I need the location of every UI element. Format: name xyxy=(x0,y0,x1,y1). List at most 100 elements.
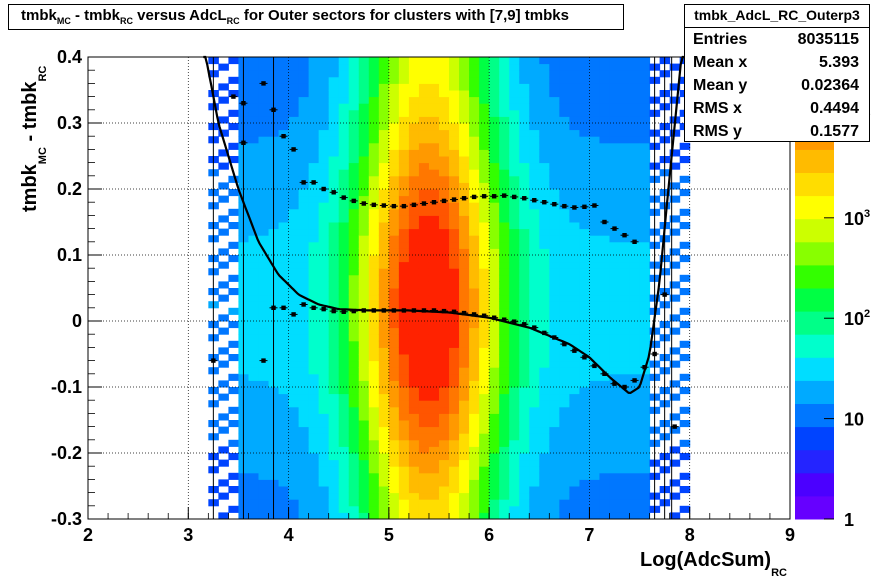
heatmap-cell xyxy=(418,57,430,65)
heatmap-cell xyxy=(439,208,450,216)
heatmap-cell xyxy=(418,499,430,507)
heatmap-cell xyxy=(288,63,300,71)
heatmap-cell xyxy=(348,486,360,494)
heatmap-cell xyxy=(559,103,570,111)
heatmap-cell xyxy=(539,340,550,348)
heatmap-cell xyxy=(509,334,520,342)
heatmap-cell xyxy=(378,228,390,236)
heatmap-cell xyxy=(579,274,590,282)
heatmap-cell xyxy=(408,367,420,375)
heatmap-cell xyxy=(308,57,320,65)
heatmap-cell xyxy=(549,162,560,170)
heatmap-cell xyxy=(328,281,340,289)
heatmap-cell xyxy=(449,268,460,276)
heatmap-cell xyxy=(248,248,259,256)
heatmap-cell xyxy=(619,83,631,91)
heatmap-cell xyxy=(298,433,310,441)
heatmap-cell xyxy=(408,169,420,177)
heatmap-cell xyxy=(338,255,350,263)
heatmap-cell xyxy=(288,116,300,124)
heatmap-cell xyxy=(358,208,370,216)
heatmap-cell xyxy=(449,314,460,322)
heatmap-cell xyxy=(328,499,340,507)
heatmap-cell xyxy=(378,169,390,177)
heatmap-cell xyxy=(469,426,480,434)
heatmap-cell xyxy=(489,307,500,315)
heatmap-cell xyxy=(639,512,651,520)
heatmap-cell xyxy=(258,156,270,164)
heatmap-cell xyxy=(519,406,530,414)
heatmap-cell xyxy=(579,83,590,91)
heatmap-cell xyxy=(408,393,420,401)
heatmap-cell xyxy=(298,90,310,98)
heatmap-cell xyxy=(569,76,580,84)
heatmap-cell xyxy=(318,274,330,282)
heatmap-cell xyxy=(629,215,641,223)
heatmap-cell xyxy=(479,393,490,401)
heatmap-cell xyxy=(539,162,550,170)
heatmap-cell xyxy=(529,387,540,395)
heatmap-cell xyxy=(338,142,350,150)
heatmap-cell xyxy=(368,70,380,78)
heatmap-cell xyxy=(248,367,259,375)
heatmap-cell xyxy=(499,367,510,375)
heatmap-cell xyxy=(348,162,360,170)
heatmap-cell xyxy=(589,83,600,91)
heatmap-cell xyxy=(559,301,570,309)
heatmap-cell xyxy=(298,162,310,170)
heatmap-cell xyxy=(418,387,430,395)
heatmap-cell xyxy=(248,189,259,197)
heatmap-cell xyxy=(288,241,300,249)
heatmap-cell xyxy=(459,373,470,381)
heatmap-cell xyxy=(669,360,681,368)
heatmap-cell xyxy=(398,103,410,111)
heatmap-cell xyxy=(308,123,320,131)
x-tick-label: 9 xyxy=(785,525,795,545)
heatmap-cell xyxy=(298,466,310,474)
heatmap-cell xyxy=(569,241,580,249)
heatmap-cell xyxy=(338,268,350,276)
heatmap-cell xyxy=(328,301,340,309)
heatmap-cell xyxy=(258,314,270,322)
heatmap-cell xyxy=(609,255,621,263)
heatmap-cell xyxy=(599,215,610,223)
heatmap-cell xyxy=(639,380,651,388)
heatmap-cell xyxy=(278,142,290,150)
heatmap-cell xyxy=(408,261,420,269)
heatmap-cell xyxy=(348,354,360,362)
heatmap-cell xyxy=(459,90,470,98)
heatmap-cell xyxy=(489,83,500,91)
heatmap-cell xyxy=(469,136,480,144)
heatmap-cell xyxy=(338,334,350,342)
heatmap-cell xyxy=(278,347,290,355)
heatmap-cell xyxy=(489,486,500,494)
heatmap-cell xyxy=(288,156,300,164)
heatmap-cell xyxy=(559,347,570,355)
heatmap-cell xyxy=(529,208,540,216)
heatmap-cell xyxy=(418,63,430,71)
heatmap-cell xyxy=(449,472,460,480)
heatmap-cell xyxy=(499,413,510,421)
heatmap-cell xyxy=(439,57,450,65)
heatmap-cell xyxy=(418,327,430,335)
heatmap-cell xyxy=(549,228,560,236)
heatmap-cell xyxy=(328,96,340,104)
heatmap-cell xyxy=(549,413,560,421)
heatmap-cell xyxy=(489,136,500,144)
heatmap-cell xyxy=(218,149,229,157)
heatmap-cell xyxy=(288,486,300,494)
heatmap-cell xyxy=(679,321,691,329)
heatmap-cell xyxy=(388,129,400,137)
heatmap-cell xyxy=(549,70,560,78)
heatmap-cell xyxy=(549,281,560,289)
heatmap-cell xyxy=(368,169,380,177)
heatmap-cell xyxy=(318,380,330,388)
heatmap-cell xyxy=(368,57,380,65)
heatmap-cell xyxy=(439,123,450,131)
heatmap-cell xyxy=(469,142,480,150)
heatmap-cell xyxy=(228,109,239,117)
heatmap-cell xyxy=(258,406,270,414)
heatmap-cell xyxy=(378,367,390,375)
heatmap-cell xyxy=(428,492,440,500)
heatmap-cell xyxy=(288,354,300,362)
